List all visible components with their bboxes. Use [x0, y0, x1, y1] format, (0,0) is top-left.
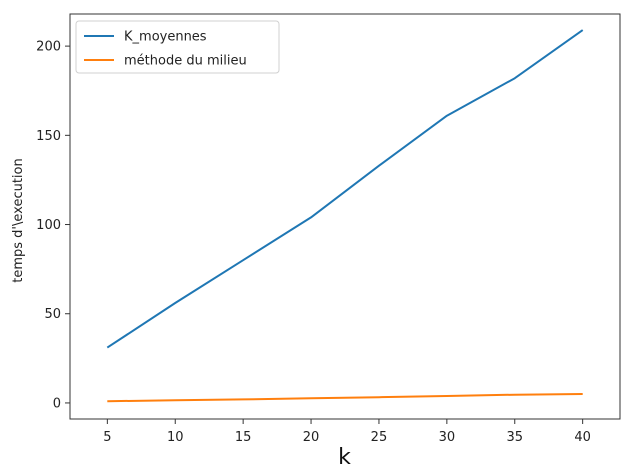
- legend-box: [75, 20, 280, 74]
- y-axis-title: temps d'\execution: [11, 158, 26, 282]
- y-tick-label: 50: [44, 307, 61, 322]
- legend-label-k-moyennes: K_moyennes: [124, 30, 207, 45]
- series-lines: [106, 29, 584, 403]
- x-tick-label: 25: [371, 430, 388, 445]
- x-tick-label: 40: [574, 430, 591, 445]
- y-axis-ticks: 0 50 100 150 200: [36, 40, 70, 411]
- series-line-methode-du-milieu: [107, 393, 583, 403]
- series-line-k-moyennes: [106, 29, 584, 349]
- y-tick-label: 200: [36, 40, 61, 55]
- x-tick-label: 15: [235, 430, 252, 445]
- x-tick-label: 35: [506, 430, 523, 445]
- y-tick-label: 0: [53, 396, 61, 411]
- x-tick-label: 30: [439, 430, 456, 445]
- legend: K_moyennes méthode du milieu: [75, 20, 280, 74]
- y-tick-label: 150: [36, 129, 61, 144]
- x-axis-title: k: [338, 445, 351, 470]
- x-tick-label: 10: [167, 430, 184, 445]
- x-axis-ticks: 5 10 15 20 25 30 35 40: [103, 419, 591, 445]
- legend-label-methode-du-milieu: méthode du milieu: [124, 54, 247, 69]
- x-tick-label: 20: [303, 430, 320, 445]
- y-tick-label: 100: [36, 218, 61, 233]
- plot-area-frame: [69, 13, 621, 420]
- x-tick-label: 5: [103, 430, 111, 445]
